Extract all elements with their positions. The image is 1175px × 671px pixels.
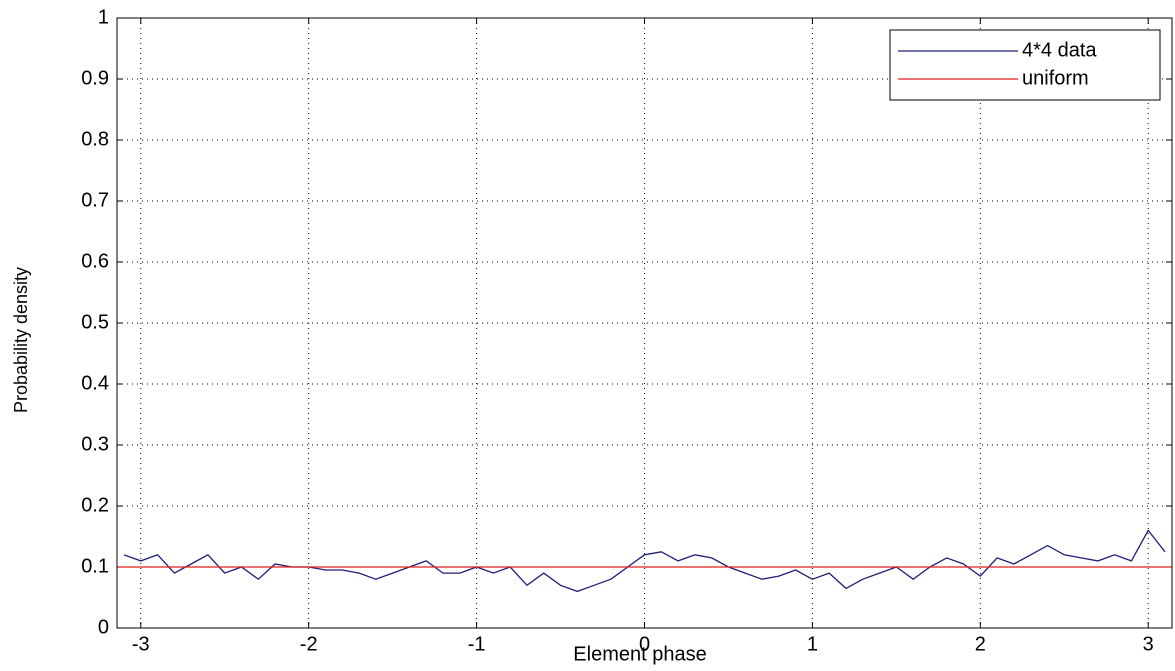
y-tick-label: 0.8 — [81, 128, 109, 150]
x-tick-label: 1 — [807, 633, 818, 655]
axes-box — [116, 17, 1173, 629]
legend: 4*4 data uniform — [889, 29, 1161, 101]
y-tick-label: 0.5 — [81, 311, 109, 333]
y-axis-label: Probability density — [11, 267, 31, 413]
y-tick-label: 0.9 — [81, 67, 109, 89]
y-tick-label: 0.4 — [81, 372, 109, 394]
x-tick-label: 0 — [639, 633, 650, 655]
y-tick-label: 0.7 — [81, 189, 109, 211]
y-tick-label: 0.6 — [81, 250, 109, 272]
y-tick-label: 0.3 — [81, 433, 109, 455]
y-tick-label: 0 — [98, 616, 109, 638]
x-tick-label: -2 — [300, 633, 318, 655]
y-tick-label: 0.2 — [81, 494, 109, 516]
legend-label: 4*4 data — [1022, 39, 1097, 61]
y-tick-label: 0.1 — [81, 555, 109, 577]
x-tick-label: 2 — [975, 633, 986, 655]
x-axis-label: Element phase — [573, 643, 706, 665]
x-tick-label: -1 — [468, 633, 486, 655]
legend-label: uniform — [1022, 67, 1089, 89]
x-tick-label: -3 — [132, 633, 150, 655]
y-tick-label: 1 — [98, 6, 109, 28]
x-tick-label: 3 — [1143, 633, 1154, 655]
legend-box — [889, 29, 1161, 101]
